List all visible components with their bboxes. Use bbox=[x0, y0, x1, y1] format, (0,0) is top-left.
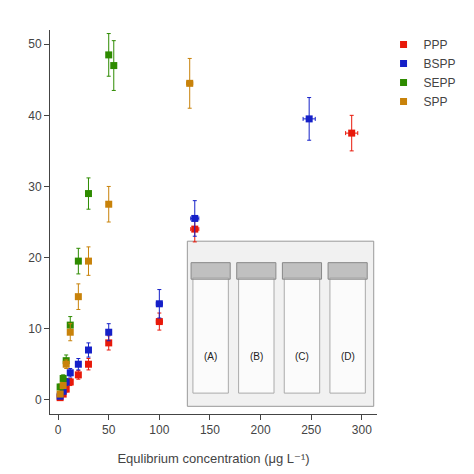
svg-text:200: 200 bbox=[251, 423, 271, 437]
svg-text:(C): (C) bbox=[295, 351, 309, 362]
svg-text:50: 50 bbox=[102, 423, 116, 437]
svg-text:Equlibrium concentration (μg L: Equlibrium concentration (μg L⁻¹) bbox=[117, 451, 309, 466]
svg-text:300: 300 bbox=[352, 423, 372, 437]
svg-text:BSPP: BSPP bbox=[424, 57, 456, 71]
svg-text:SPP: SPP bbox=[424, 95, 448, 109]
svg-text:0: 0 bbox=[35, 393, 42, 407]
svg-text:40: 40 bbox=[28, 109, 42, 123]
svg-text:10: 10 bbox=[28, 322, 42, 336]
svg-text:(B): (B) bbox=[250, 351, 263, 362]
svg-text:PPP: PPP bbox=[424, 38, 448, 52]
svg-text:50: 50 bbox=[28, 37, 42, 51]
svg-text:(A): (A) bbox=[204, 351, 217, 362]
svg-text:SEPP: SEPP bbox=[424, 76, 456, 90]
svg-text:(D): (D) bbox=[341, 351, 355, 362]
svg-text:250: 250 bbox=[301, 423, 321, 437]
svg-text:20: 20 bbox=[28, 251, 42, 265]
svg-text:30: 30 bbox=[28, 180, 42, 194]
svg-text:150: 150 bbox=[200, 423, 220, 437]
svg-text:0: 0 bbox=[55, 423, 62, 437]
svg-text:100: 100 bbox=[149, 423, 169, 437]
